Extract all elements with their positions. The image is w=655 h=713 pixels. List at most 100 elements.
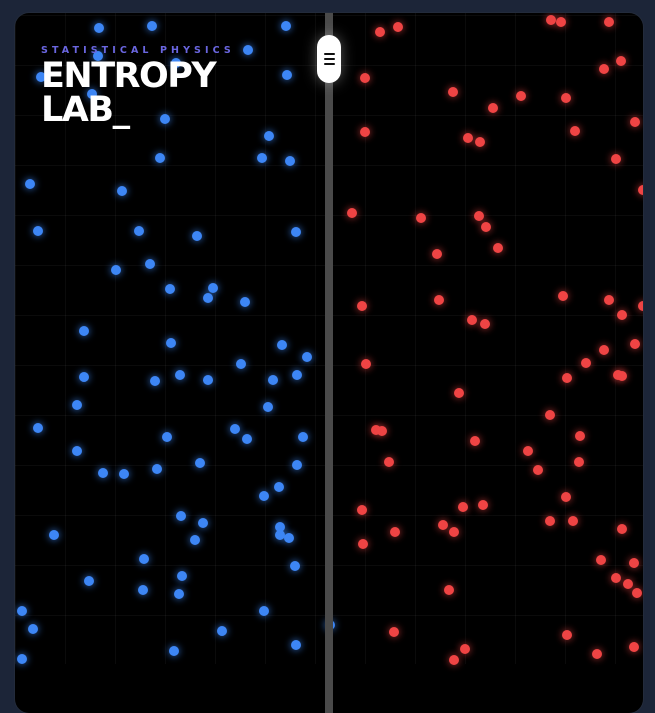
blue-particle [87, 89, 97, 99]
red-particle [638, 301, 643, 311]
red-particle [493, 243, 503, 253]
blue-particle [166, 338, 176, 348]
red-particle [481, 222, 491, 232]
blue-particle [17, 654, 27, 664]
blue-particle [242, 434, 252, 444]
blue-particle [274, 482, 284, 492]
red-particle [623, 579, 633, 589]
blue-particle [275, 522, 285, 532]
blue-particle [93, 51, 103, 61]
blue-particle [284, 533, 294, 543]
grip-line-icon [323, 53, 335, 55]
blue-particle [33, 226, 43, 236]
blue-particle [236, 359, 246, 369]
blue-particle [292, 370, 302, 380]
divider-drag-handle[interactable] [317, 35, 341, 83]
red-particle [463, 133, 473, 143]
blue-particle [72, 446, 82, 456]
blue-particle [49, 530, 59, 540]
red-particle [480, 319, 490, 329]
red-particle [574, 457, 584, 467]
blue-particle [281, 21, 291, 31]
red-particle [581, 358, 591, 368]
blue-particle [119, 469, 129, 479]
red-particle [562, 373, 572, 383]
red-particle [470, 436, 480, 446]
blue-particle [275, 530, 285, 540]
red-particle [599, 64, 609, 74]
blue-particle [94, 23, 104, 33]
red-particle [449, 527, 459, 537]
red-particle [562, 630, 572, 640]
blue-particle [79, 372, 89, 382]
red-particle [357, 301, 367, 311]
blue-particle [79, 326, 89, 336]
blue-particle [174, 589, 184, 599]
red-particle [444, 585, 454, 595]
blue-particle [292, 460, 302, 470]
red-particle [375, 27, 385, 37]
blue-particle [117, 186, 127, 196]
blue-particle [160, 114, 170, 124]
red-particle [416, 213, 426, 223]
blue-particle [257, 153, 267, 163]
blue-particle [84, 576, 94, 586]
red-particle [360, 127, 370, 137]
red-particle [545, 516, 555, 526]
blue-particle [162, 432, 172, 442]
partition-divider[interactable] [325, 13, 333, 713]
red-particle [434, 295, 444, 305]
blue-particle [155, 153, 165, 163]
red-particle [616, 56, 626, 66]
red-particle [478, 500, 488, 510]
red-particle [523, 446, 533, 456]
red-particle [393, 22, 403, 32]
red-particle [458, 502, 468, 512]
blue-particle [282, 70, 292, 80]
red-particle [617, 310, 627, 320]
red-particle [604, 17, 614, 27]
blue-particle [17, 606, 27, 616]
red-particle [475, 137, 485, 147]
blue-particle [203, 293, 213, 303]
blue-particle [176, 511, 186, 521]
blue-particle [192, 231, 202, 241]
blue-particle [147, 21, 157, 31]
red-particle [384, 457, 394, 467]
blue-particle [28, 624, 38, 634]
blue-particle [190, 535, 200, 545]
red-particle [438, 520, 448, 530]
red-particle [467, 315, 477, 325]
red-particle [570, 126, 580, 136]
blue-particle [111, 265, 121, 275]
red-particle [632, 588, 642, 598]
red-particle [377, 426, 387, 436]
blue-particle [198, 518, 208, 528]
blue-particle [291, 227, 301, 237]
red-particle [604, 295, 614, 305]
red-particle [357, 505, 367, 515]
red-particle [449, 655, 459, 665]
blue-particle [138, 585, 148, 595]
red-particle [558, 291, 568, 301]
blue-particle [268, 375, 278, 385]
red-particle [556, 17, 566, 27]
red-particle [617, 371, 627, 381]
red-particle [360, 73, 370, 83]
red-particle [474, 211, 484, 221]
blue-particle [72, 400, 82, 410]
blue-particle [33, 423, 43, 433]
red-particle [611, 573, 621, 583]
red-particle [638, 185, 643, 195]
red-particle [629, 642, 639, 652]
grip-line-icon [323, 63, 335, 65]
blue-particle [291, 640, 301, 650]
blue-particle [217, 626, 227, 636]
red-particle [629, 558, 639, 568]
red-particle [347, 208, 357, 218]
blue-particle [263, 402, 273, 412]
blue-particle [152, 464, 162, 474]
blue-particle [264, 131, 274, 141]
blue-particle [175, 370, 185, 380]
blue-particle [277, 340, 287, 350]
